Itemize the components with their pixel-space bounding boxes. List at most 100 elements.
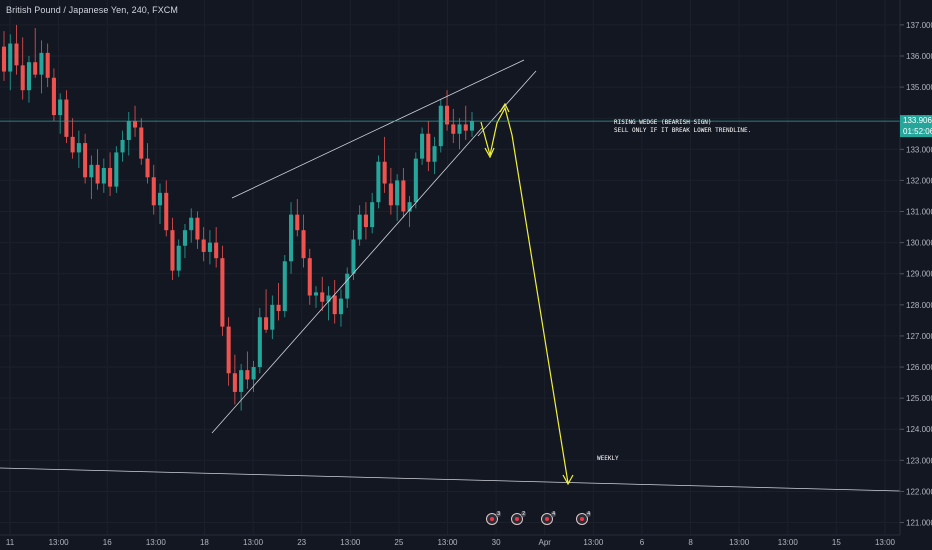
candle-up[interactable]	[8, 43, 13, 72]
y-tick-label: 128.000	[906, 301, 932, 310]
candle-up[interactable]	[407, 202, 412, 212]
candle-up[interactable]	[189, 217, 194, 231]
candle-up[interactable]	[101, 167, 106, 184]
candle-up[interactable]	[239, 370, 244, 392]
drawings-layer[interactable]	[0, 59, 901, 492]
candle-up[interactable]	[357, 214, 362, 240]
candle-up[interactable]	[289, 214, 294, 262]
projection-arrowhead-1	[484, 147, 495, 159]
candle-down[interactable]	[451, 124, 456, 134]
rising-wedge-note[interactable]: RISING WEDGE (BEARISH SIGN) SELL ONLY IF…	[614, 119, 751, 135]
earnings-event-icon[interactable]: 3	[486, 511, 501, 525]
candle-up[interactable]	[120, 139, 125, 153]
candle-down[interactable]	[332, 295, 337, 315]
candle-down[interactable]	[108, 167, 113, 187]
projection-arrowhead-2	[499, 102, 510, 113]
candle-up[interactable]	[370, 202, 375, 228]
candle-up[interactable]	[76, 143, 81, 153]
candle-down[interactable]	[245, 370, 250, 380]
candle-up[interactable]	[338, 298, 343, 315]
candle-up[interactable]	[432, 146, 437, 162]
candle-down[interactable]	[445, 105, 450, 125]
x-tick-label: 11	[6, 538, 15, 547]
x-tick-label: 13:00	[146, 538, 167, 547]
candle-down[interactable]	[226, 326, 231, 374]
candle-down[interactable]	[320, 292, 325, 302]
candle-down[interactable]	[170, 230, 175, 271]
candle-down[interactable]	[301, 230, 306, 259]
weekly-note[interactable]: WEEKLY	[597, 455, 619, 462]
candle-up[interactable]	[58, 99, 63, 116]
candle-down[interactable]	[388, 183, 393, 206]
candle-down[interactable]	[232, 373, 237, 392]
candle-up[interactable]	[251, 367, 256, 380]
candle-down[interactable]	[164, 192, 169, 231]
candle-down[interactable]	[20, 65, 25, 91]
candle-down[interactable]	[363, 214, 368, 228]
candle-up[interactable]	[157, 192, 163, 206]
candle-down[interactable]	[33, 62, 38, 75]
candle-down[interactable]	[195, 217, 200, 240]
candle-up[interactable]	[413, 158, 418, 203]
candle-down[interactable]	[139, 127, 144, 159]
candle-up[interactable]	[457, 124, 462, 134]
projection-arrow-path[interactable]	[480, 106, 569, 484]
candle-up[interactable]	[126, 121, 131, 140]
candle-down[interactable]	[401, 180, 406, 212]
candle-down[interactable]	[264, 317, 269, 330]
candle-down[interactable]	[151, 177, 156, 206]
candle-up[interactable]	[39, 52, 44, 75]
x-tick-label: 8	[688, 538, 693, 547]
candle-up[interactable]	[326, 295, 331, 302]
candle-down[interactable]	[70, 136, 75, 153]
symbol-title[interactable]: British Pound / Japanese Yen, 240, FXCM	[6, 5, 179, 15]
candle-up[interactable]	[89, 164, 94, 178]
candle-down[interactable]	[276, 304, 281, 312]
candles-layer[interactable]	[1, 24, 475, 411]
candle-up[interactable]	[438, 105, 443, 147]
candle-up[interactable]	[114, 152, 119, 187]
candle-down[interactable]	[426, 133, 431, 162]
candle-down[interactable]	[14, 43, 19, 66]
candle-down[interactable]	[51, 77, 56, 116]
candle-up[interactable]	[176, 245, 181, 271]
candle-down[interactable]	[83, 143, 88, 178]
candle-down[interactable]	[64, 99, 69, 137]
candle-up[interactable]	[469, 121, 475, 131]
candle-down[interactable]	[382, 161, 387, 184]
candle-down[interactable]	[95, 164, 100, 184]
candle-down[interactable]	[201, 239, 206, 252]
weekly-trendline[interactable]	[0, 467, 901, 492]
candle-down[interactable]	[45, 52, 50, 78]
candle-up[interactable]	[282, 261, 287, 312]
candle-up[interactable]	[207, 242, 212, 252]
time-axis[interactable]: 11 13:00 16 13:00 18 13:00 23 13:00 25 13:00 30 Apr…	[0, 534, 932, 550]
candle-up[interactable]	[26, 62, 31, 91]
candle-up[interactable]	[345, 273, 350, 299]
upper-wedge-trendline[interactable]	[231, 59, 525, 199]
candle-up[interactable]	[376, 161, 381, 203]
earnings-event-icon[interactable]: 4	[576, 511, 591, 525]
channel-extension-line[interactable]	[477, 70, 537, 137]
candle-down[interactable]	[220, 258, 225, 327]
candle-up[interactable]	[420, 133, 425, 159]
candle-up[interactable]	[313, 292, 319, 296]
candle-up[interactable]	[351, 239, 356, 274]
candle-up[interactable]	[182, 230, 187, 246]
price-axis[interactable]: 121.000 122.000 123.000 124.000 125.000 126.0…	[899, 0, 932, 535]
candle-up[interactable]	[270, 304, 275, 330]
lower-wedge-trendline[interactable]	[211, 127, 483, 434]
candle-down[interactable]	[214, 242, 219, 259]
candle-up[interactable]	[257, 317, 262, 368]
candle-up[interactable]	[395, 180, 400, 206]
candle-down[interactable]	[145, 158, 150, 178]
candle-down[interactable]	[463, 124, 468, 131]
candle-down[interactable]	[133, 121, 138, 128]
candle-down[interactable]	[295, 214, 300, 231]
candle-down[interactable]	[1, 46, 7, 72]
earnings-event-icon[interactable]: 4	[541, 511, 556, 525]
candle-down[interactable]	[307, 258, 312, 296]
earnings-event-icon[interactable]: 2	[511, 511, 526, 525]
